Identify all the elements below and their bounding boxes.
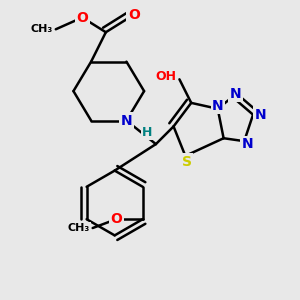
Text: O: O: [110, 212, 122, 226]
Text: OH: OH: [155, 70, 176, 83]
Text: N: N: [230, 87, 241, 101]
Text: CH₃: CH₃: [31, 24, 53, 34]
Text: N: N: [255, 108, 266, 122]
Text: H: H: [142, 126, 152, 139]
Text: S: S: [182, 155, 192, 169]
Text: O: O: [128, 8, 140, 22]
Text: N: N: [121, 114, 132, 128]
Text: CH₃: CH₃: [68, 223, 90, 233]
Text: N: N: [212, 99, 224, 113]
Text: N: N: [242, 137, 253, 151]
Text: O: O: [76, 11, 88, 25]
